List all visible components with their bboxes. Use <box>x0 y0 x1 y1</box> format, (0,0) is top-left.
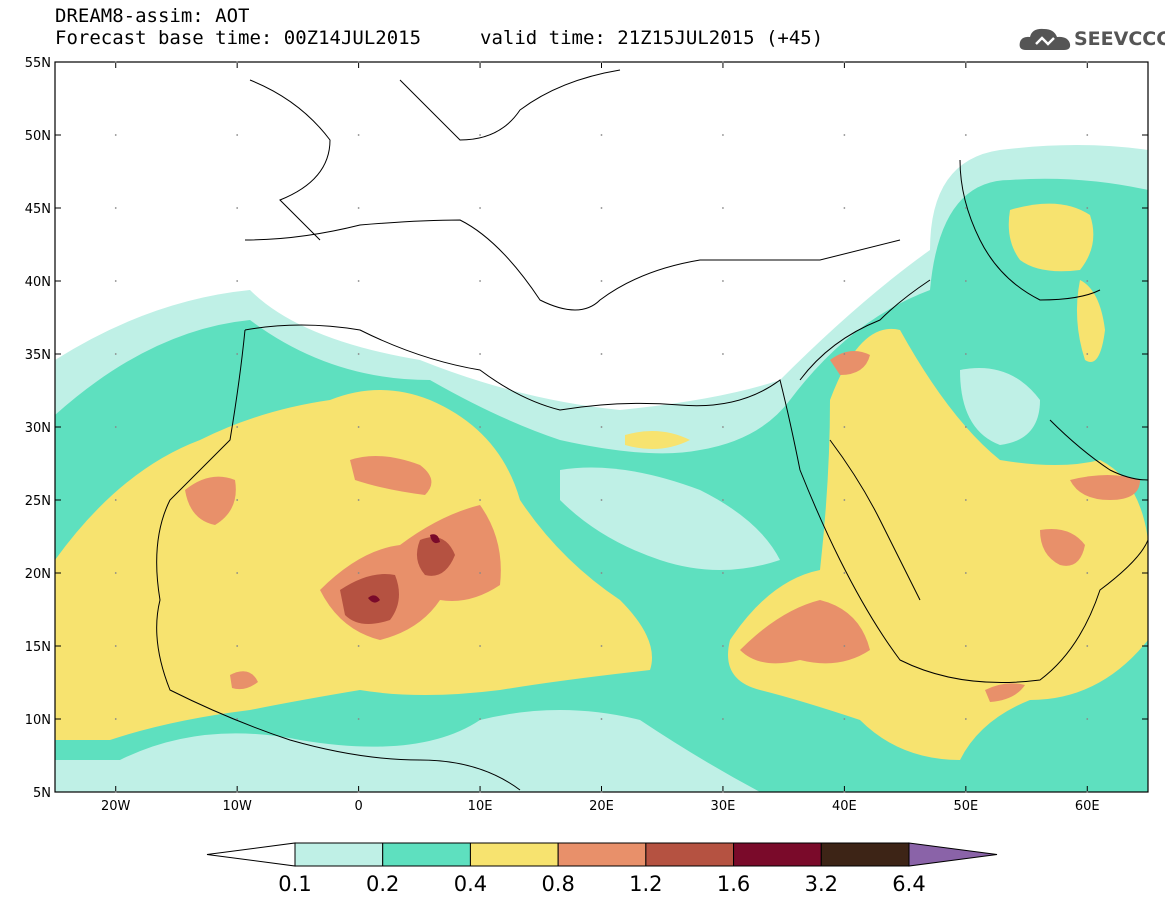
logo-text: SEEVCCC <box>1074 28 1165 50</box>
colorbar-level-label: 1.6 <box>716 872 751 896</box>
lon-label: 50E <box>953 799 978 814</box>
lon-label: 10E <box>468 799 493 814</box>
colorbar-level-label: 1.2 <box>629 872 663 896</box>
lat-label: 20N <box>25 567 51 582</box>
colorbar-box <box>557 842 647 867</box>
colorbar-under <box>206 842 296 867</box>
colorbar-box <box>382 842 471 867</box>
lon-label: 20E <box>589 799 614 814</box>
contour-1.6 <box>368 595 380 603</box>
lat-label: 30N <box>25 421 51 436</box>
latitude-axis: 55N 50N 45N 40N 35N 30N 25N 20N 15N 10N 5N <box>25 56 1148 801</box>
coastlines <box>156 69 1148 791</box>
colorbar-level-label: 0.4 <box>453 872 488 896</box>
valid-time: valid time: 21Z15JUL2015 (+45) <box>480 27 824 49</box>
longitude-axis: 20W 10W 0 10E 20E 30E 40E 50E 60E <box>101 61 1100 814</box>
lat-label: 40N <box>25 275 51 290</box>
colorbar-box <box>294 842 384 867</box>
colorbar <box>206 842 998 867</box>
colorbar-level-label: 6.4 <box>892 872 926 896</box>
forecast-base-time: Forecast base time: 00Z14JUL2015 <box>55 27 422 49</box>
map-title: DREAM8-assim: AOT <box>55 5 250 27</box>
cloud-icon <box>1019 28 1071 50</box>
colorbar-level-label: 0.2 <box>366 872 400 896</box>
lat-label: 35N <box>25 348 51 363</box>
lat-label: 5N <box>33 786 51 801</box>
lon-label: 30E <box>711 799 736 814</box>
lon-label: 20W <box>101 799 131 814</box>
colorbar-box <box>645 842 735 867</box>
colorbar-level-label: 0.8 <box>541 872 575 896</box>
lat-label: 10N <box>25 713 51 728</box>
lat-label: 55N <box>25 56 51 71</box>
lon-label: 60E <box>1075 799 1100 814</box>
lat-label: 50N <box>25 129 51 144</box>
lat-label: 15N <box>25 640 51 655</box>
grid-dots <box>114 61 1089 793</box>
lat-label: 45N <box>25 202 51 217</box>
lon-label: 0 <box>354 799 362 814</box>
lon-label: 40E <box>832 799 857 814</box>
lon-label: 10W <box>222 799 252 814</box>
colorbar-box <box>733 842 822 867</box>
colorbar-level-label: 0.1 <box>278 872 312 896</box>
colorbar-level-label: 3.2 <box>804 872 838 896</box>
colorbar-box <box>820 842 910 867</box>
colorbar-over <box>908 842 998 867</box>
colorbar-box <box>469 842 559 867</box>
lat-label: 25N <box>25 494 51 509</box>
